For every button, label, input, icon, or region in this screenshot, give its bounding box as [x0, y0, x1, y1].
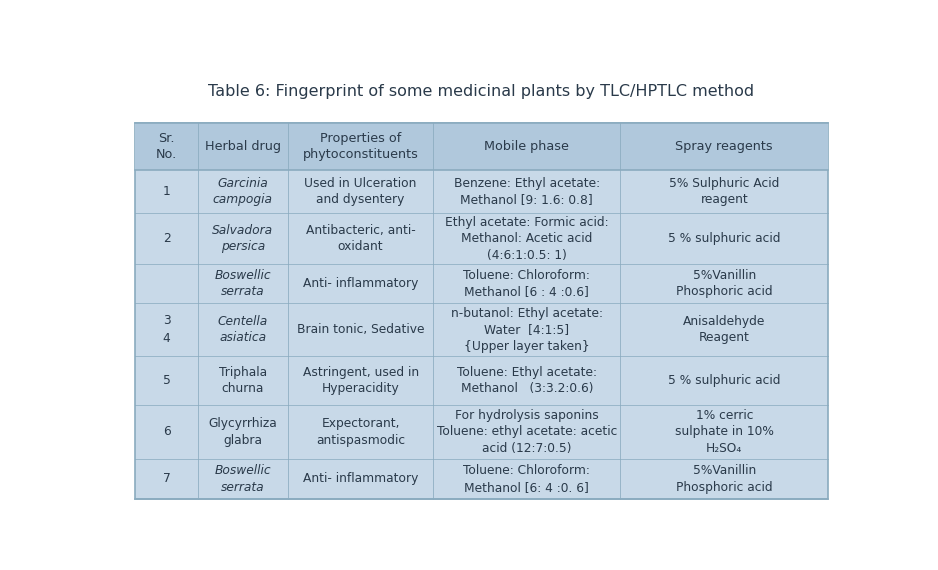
Text: 3
4: 3 4 — [162, 314, 171, 345]
Bar — [135, 123, 828, 499]
Text: Brain tonic, Sedative: Brain tonic, Sedative — [296, 323, 424, 336]
Text: Boswellic
serrata: Boswellic serrata — [215, 269, 271, 299]
Text: 1% cerric
sulphate in 10%
H₂SO₄: 1% cerric sulphate in 10% H₂SO₄ — [674, 409, 774, 455]
Text: Sr.
No.: Sr. No. — [156, 132, 177, 161]
Text: Toluene: Ethyl acetate:
Methanol   (3:3.2:0.6): Toluene: Ethyl acetate: Methanol (3:3.2:… — [457, 365, 597, 395]
Text: Toluene: Chloroform:
Methanol [6 : 4 :0.6]: Toluene: Chloroform: Methanol [6 : 4 :0.… — [463, 269, 590, 299]
Text: n-butanol: Ethyl acetate:
Water  [4:1:5]
{Upper layer taken}: n-butanol: Ethyl acetate: Water [4:1:5] … — [451, 307, 603, 353]
Text: 5 % sulphuric acid: 5 % sulphuric acid — [668, 374, 780, 387]
Text: Spray reagents: Spray reagents — [675, 140, 773, 153]
Text: Garcinia
campogia: Garcinia campogia — [213, 177, 273, 206]
Text: 5% Sulphuric Acid
reagent: 5% Sulphuric Acid reagent — [669, 177, 779, 206]
Text: Astringent, used in
Hyperacidity: Astringent, used in Hyperacidity — [303, 365, 418, 395]
Text: Antibacteric, anti-
oxidant: Antibacteric, anti- oxidant — [306, 224, 416, 254]
Text: Used in Ulceration
and dysentery: Used in Ulceration and dysentery — [305, 177, 416, 206]
Text: 5 % sulphuric acid: 5 % sulphuric acid — [668, 232, 780, 245]
Text: 6: 6 — [162, 425, 171, 438]
Text: Toluene: Chloroform:
Methanol [6: 4 :0. 6]: Toluene: Chloroform: Methanol [6: 4 :0. … — [463, 464, 590, 494]
Text: Anti- inflammatory: Anti- inflammatory — [303, 473, 418, 485]
Text: Centella
asiatica: Centella asiatica — [218, 315, 268, 344]
Text: Anti- inflammatory: Anti- inflammatory — [303, 277, 418, 290]
Text: Ethyl acetate: Formic acid:
Methanol: Acetic acid
(4:6:1:0.5: 1): Ethyl acetate: Formic acid: Methanol: Ac… — [445, 215, 609, 262]
Text: 5%Vanillin
Phosphoric acid: 5%Vanillin Phosphoric acid — [676, 269, 773, 299]
Text: 7: 7 — [162, 473, 171, 485]
Text: Boswellic
serrata: Boswellic serrata — [215, 464, 271, 494]
Text: Table 6: Fingerprint of some medicinal plants by TLC/HPTLC method: Table 6: Fingerprint of some medicinal p… — [207, 84, 754, 99]
Text: Anisaldehyde
Reagent: Anisaldehyde Reagent — [683, 315, 765, 344]
Text: 5: 5 — [162, 374, 171, 387]
Text: Salvadora
persica: Salvadora persica — [212, 224, 273, 254]
Text: Triphala
churna: Triphala churna — [219, 365, 267, 395]
Text: Mobile phase: Mobile phase — [484, 140, 569, 153]
Text: 5%Vanillin
Phosphoric acid: 5%Vanillin Phosphoric acid — [676, 464, 773, 494]
Text: Herbal drug: Herbal drug — [204, 140, 280, 153]
Text: Glycyrrhiza
glabra: Glycyrrhiza glabra — [208, 417, 278, 447]
Bar — [135, 123, 828, 170]
Text: Benzene: Ethyl acetate:
Methanol [9: 1.6: 0.8]: Benzene: Ethyl acetate: Methanol [9: 1.6… — [454, 177, 600, 206]
Text: Properties of
phytoconstituents: Properties of phytoconstituents — [303, 132, 418, 161]
Text: 2: 2 — [162, 232, 171, 245]
Text: Expectorant,
antispasmodic: Expectorant, antispasmodic — [316, 417, 405, 447]
Text: For hydrolysis saponins
Toluene: ethyl acetate: acetic
acid (12:7:0.5): For hydrolysis saponins Toluene: ethyl a… — [437, 409, 617, 455]
Text: 1: 1 — [162, 185, 171, 198]
